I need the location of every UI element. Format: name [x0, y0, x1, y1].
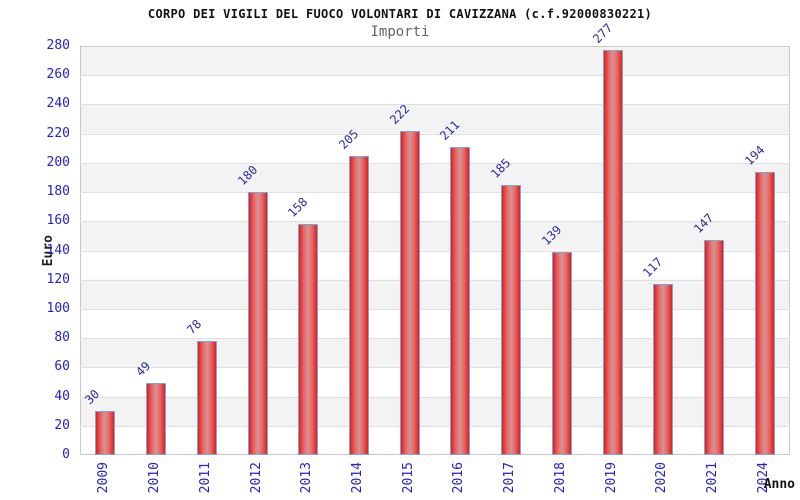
x-tick-label: 2016: [451, 462, 467, 494]
x-tick-label: 2017: [502, 462, 518, 494]
y-tick-label: 200: [46, 154, 70, 170]
x-tick-label: 2011: [197, 462, 213, 494]
y-tick-label: 20: [54, 417, 70, 433]
x-tick-label: 2019: [603, 462, 619, 494]
y-tick-label: 0: [62, 447, 70, 462]
gridline: [80, 338, 790, 340]
bar: [754, 171, 775, 455]
bar-value-label: 205: [336, 126, 362, 152]
y-tick-label: 120: [46, 271, 70, 287]
gridline: [80, 133, 790, 135]
x-tick-label: 2012: [248, 462, 264, 494]
x-tick-label: 2014: [349, 462, 365, 494]
gridline: [80, 192, 790, 194]
x-tick-label: 2013: [299, 462, 315, 494]
bar-value-label: 158: [285, 194, 311, 221]
bar: [196, 341, 217, 455]
plot-area: 30 49 78 180 158 205 222 211 185 139 277 117 147 194: [80, 21, 790, 455]
x-tick-label: 2009: [96, 462, 112, 494]
bar: [501, 184, 522, 455]
bar: [348, 155, 369, 455]
gridline: [80, 221, 790, 223]
gridline: [80, 104, 790, 106]
gridline: [80, 367, 790, 369]
bar: [653, 284, 674, 455]
x-tick-label: 2015: [400, 462, 416, 494]
y-tick-label: 40: [54, 388, 70, 404]
bar-value-label: 211: [437, 117, 463, 143]
bar-value-label: 49: [133, 359, 154, 380]
bar-value-label: 30: [82, 387, 103, 408]
bar: [450, 146, 471, 455]
y-tick-label: 240: [46, 96, 70, 112]
bar: [551, 251, 572, 455]
y-tick-label: 160: [46, 213, 70, 229]
y-tick-label: 100: [46, 300, 70, 316]
bar-value-label: 180: [234, 162, 260, 189]
x-tick-label: 2018: [552, 462, 568, 494]
x-tick-label: 2010: [147, 462, 163, 494]
bar-value-label: 139: [538, 222, 565, 248]
gridline: [80, 162, 790, 164]
gridline: [80, 75, 790, 77]
bar: [298, 224, 319, 455]
bar: [602, 50, 623, 455]
gridline: [80, 396, 790, 398]
bar-value-label: 147: [691, 211, 717, 237]
bar-value-label: 78: [183, 316, 205, 338]
gridline: [80, 308, 790, 310]
bar: [703, 240, 724, 455]
y-tick-label: 80: [54, 330, 70, 346]
gridline: [80, 279, 790, 281]
chart-title: CORPO DEI VIGILI DEL FUOCO VOLONTARI DI …: [147, 7, 653, 21]
y-tick-label: 60: [54, 359, 70, 375]
x-axis-title: Anno: [763, 477, 795, 492]
bar: [146, 383, 167, 455]
y-tick-label: 220: [46, 125, 70, 141]
x-tick-label: 2020: [654, 462, 670, 494]
bar-value-label: 117: [640, 254, 666, 281]
gridline: [80, 425, 790, 427]
y-tick-label: 140: [46, 242, 70, 258]
y-tick-label: 260: [46, 67, 70, 83]
bar: [399, 130, 420, 455]
gridline: [80, 250, 790, 252]
x-tick-label: 2021: [704, 462, 720, 494]
chart-subtitle: Importi: [370, 24, 430, 40]
bar-value-label: 185: [488, 155, 514, 181]
bar: [247, 192, 268, 455]
y-tick-label: 180: [46, 184, 70, 200]
bar: [95, 411, 116, 455]
y-tick-label: 280: [46, 38, 70, 53]
